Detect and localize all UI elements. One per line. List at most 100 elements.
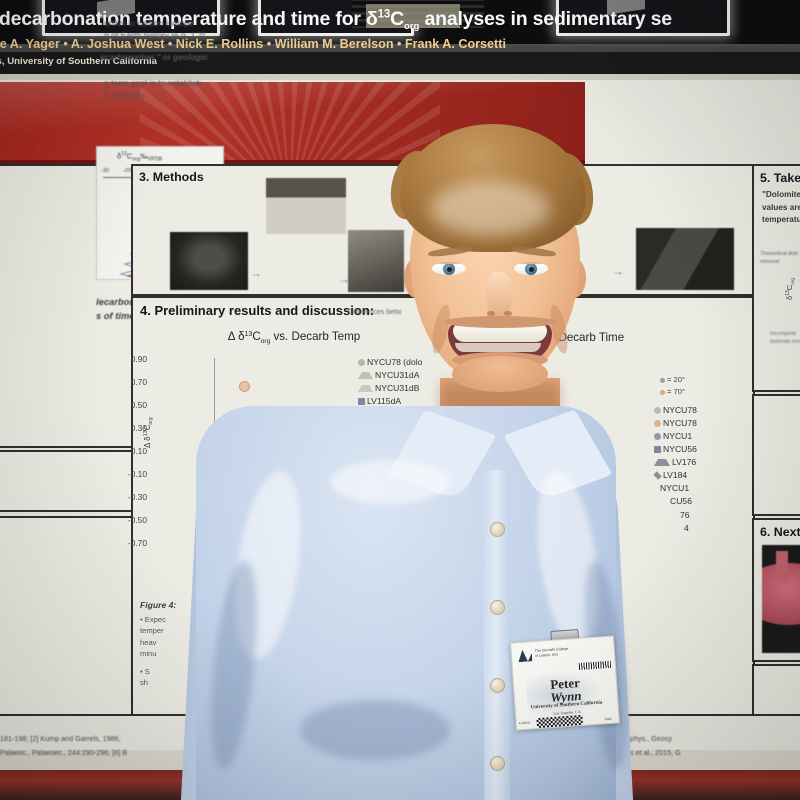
strat-axis-title: δ13Corg‰VPDB [117, 151, 162, 163]
legend-item: = 70° [660, 386, 685, 398]
legend-item: NYCU31dA [358, 369, 422, 382]
legend-marker-circle-icon [654, 407, 661, 415]
nextsteps-title: 6. Next s [760, 525, 800, 539]
reference-line: s et al., 2015, G [630, 748, 681, 757]
chart1-ytick: 0.50 [130, 400, 147, 410]
shirt-button [490, 522, 505, 537]
legend-item: LV115dA [358, 395, 422, 408]
legend-item: 76 [654, 509, 697, 522]
chart1-ytick: 0.30 [130, 423, 147, 433]
chart1-ytick: -0.10 [127, 469, 147, 479]
legend-label: = 70° [667, 387, 686, 397]
shirt-button [490, 756, 505, 771]
figure4-bullet: • S [140, 666, 150, 676]
isotope-superscript: 13 [121, 151, 127, 157]
badge-university-logo-text: The Dornsife College of Letters, Arts [534, 646, 569, 659]
shirt-placket [484, 470, 510, 800]
legend-label: NYCU1 [660, 483, 690, 494]
chart2-legend: NYCU78 NYCU78 NYCU1 NYCU56 LV176 LV184 N… [653, 404, 697, 535]
methods-arrow-icon: → [338, 272, 350, 286]
hair [400, 124, 586, 252]
legend-item: LV176 [654, 456, 697, 469]
reference-line: 181-198; [2] Kump and Garrels, 1986, [0, 734, 121, 743]
isotope-superscript: 13 [377, 8, 391, 21]
legend-item: NYCU78 [654, 404, 697, 417]
takehome-note-line: Incomplete [770, 331, 797, 337]
university-logo-icon [518, 649, 533, 662]
legend-item: NYCU1 [654, 482, 697, 495]
legend-item: CU56 [654, 495, 697, 508]
methods-photo-beakers [348, 230, 404, 292]
shirt-button [490, 600, 505, 615]
panel-figure2 [0, 450, 136, 512]
legend-label: LV184 [663, 470, 688, 481]
shirt-button [490, 678, 505, 693]
methods-photo-crusher [170, 232, 248, 290]
badge-left-code: 4105632 [518, 720, 531, 726]
figure4-bullet: • Expec [140, 615, 166, 624]
intro-line: ic sections [104, 90, 145, 100]
chin [452, 356, 548, 392]
board-shadow [0, 74, 800, 80]
legend-marker-triangle-icon [358, 385, 373, 393]
panel-sem-diagram [0, 516, 136, 716]
legend-marker-circle-icon [358, 359, 365, 367]
legend-label: NYCU78 [663, 418, 697, 429]
teeth-upper [453, 324, 547, 342]
isotope-superscript: 13 [244, 331, 253, 338]
legend-label: NYCU31dA [375, 370, 420, 381]
figure4-bullet: heav [140, 637, 157, 647]
takehome-quote-line: values are l [762, 202, 800, 212]
chart1-ytick: 0.70 [130, 377, 147, 387]
ceiling-slab [366, 4, 460, 28]
vpdb-subscript: VPDB [147, 156, 163, 163]
upper-lip [444, 316, 556, 328]
nextsteps-photo [762, 545, 800, 653]
chart1-ytick: 0.10 [130, 446, 147, 456]
legend-label: NYCU31dB [375, 383, 420, 394]
chart1-title-pre: Δ δ [227, 330, 245, 343]
fig2-caption-line: s of time [96, 310, 135, 321]
badge-right-code: Paid [604, 716, 612, 722]
legend-marker-square-icon [654, 446, 661, 454]
legend-marker-square-icon [358, 398, 365, 406]
nostril-right [504, 311, 512, 316]
legend-label: NYCU78 [663, 405, 697, 415]
methods-arrow-icon: → [250, 266, 262, 280]
legend-marker-triangle-icon [654, 459, 670, 467]
takehome-quote: "Dolomite-c values are l temperatur [762, 189, 800, 227]
data-point [238, 380, 250, 392]
chart1-title: Δ δ13Corg vs. Decarb Temp [188, 330, 400, 345]
legend-label: NYCU1 [663, 431, 693, 442]
legend-item: LV184 [653, 469, 697, 482]
chart1-ytick: -0.70 [127, 538, 147, 548]
badge-barcode [578, 660, 612, 670]
intro-line: g term goal is to establish [104, 78, 202, 88]
methods-photo-waterbath [266, 178, 346, 234]
ceiling [0, 0, 800, 52]
legend-item: NYCU56 [654, 443, 697, 456]
chart1-ytick: -0.50 [127, 515, 147, 525]
legend-label: 76 [680, 509, 690, 520]
figure4-caption-head: Figure 4: [140, 600, 177, 610]
legend-marker-circle-icon [654, 420, 661, 428]
pupil [447, 267, 452, 272]
results-subtitle: Differences betw [348, 307, 402, 316]
panel-acknowledgements [752, 664, 800, 716]
org-subscript: org [132, 156, 141, 163]
pupil [529, 267, 534, 272]
shirt-shoulder-highlight [330, 460, 450, 504]
figure4-bullet: minu [140, 649, 157, 659]
carbon-symbol: C [126, 151, 133, 161]
legend-label: NYCU78 (dolo [367, 357, 423, 367]
takehome-title: 5. Take h [760, 171, 800, 185]
intro-line: ecarbonation," in geologic [100, 52, 209, 62]
legend-label: LV115dA [367, 396, 402, 407]
legend-item: = 20° [660, 374, 685, 386]
permil-symbol: ‰ [140, 151, 148, 161]
delta-symbol: δ [366, 8, 378, 30]
shirt-fold-shadow [300, 700, 450, 760]
figure4-caption: Figure 4: • Expec temper heav minu • S s… [140, 600, 176, 688]
fig2-caption-line: lecarbonation [96, 296, 158, 307]
